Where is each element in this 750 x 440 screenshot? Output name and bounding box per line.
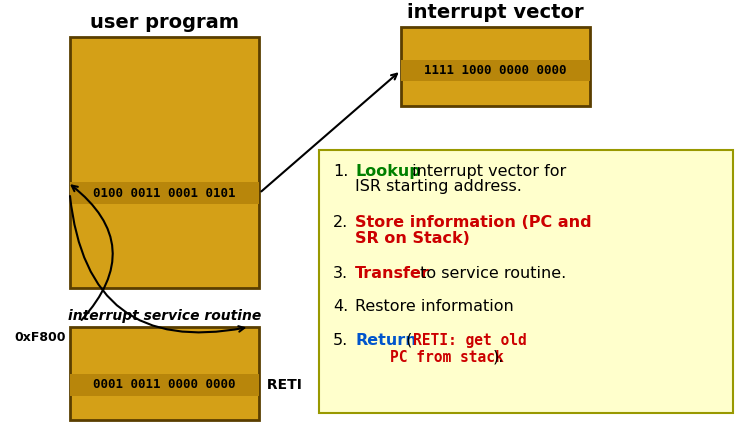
Bar bbox=[70, 374, 260, 396]
Text: 0001 0011 0000 0000: 0001 0011 0000 0000 bbox=[93, 378, 236, 392]
Text: Lookup: Lookup bbox=[355, 164, 421, 179]
Text: 4.: 4. bbox=[333, 300, 348, 315]
Text: interrupt vector: interrupt vector bbox=[407, 3, 584, 22]
Bar bbox=[319, 150, 733, 414]
Bar bbox=[70, 327, 260, 420]
Text: (: ( bbox=[401, 333, 412, 348]
Text: 0100 0011 0001 0101: 0100 0011 0001 0101 bbox=[93, 187, 236, 200]
Bar bbox=[401, 59, 590, 81]
Bar bbox=[401, 27, 590, 106]
Text: to service routine.: to service routine. bbox=[415, 266, 566, 281]
Text: 2.: 2. bbox=[333, 215, 348, 230]
Text: 1.: 1. bbox=[333, 164, 349, 179]
Text: interrupt vector for: interrupt vector for bbox=[406, 164, 566, 179]
Text: ).: ). bbox=[493, 349, 504, 365]
Text: Store information (PC and: Store information (PC and bbox=[355, 215, 592, 230]
Text: 1111 1000 0000 0000: 1111 1000 0000 0000 bbox=[424, 64, 567, 77]
Text: interrupt service routine: interrupt service routine bbox=[68, 309, 261, 323]
Text: 0xF800: 0xF800 bbox=[14, 331, 66, 344]
Text: user program: user program bbox=[90, 13, 239, 32]
Text: RETI: RETI bbox=[262, 378, 302, 392]
Bar bbox=[70, 37, 260, 288]
Bar bbox=[70, 183, 260, 204]
Text: 3.: 3. bbox=[333, 266, 348, 281]
Text: PC from stack: PC from stack bbox=[355, 349, 504, 365]
Text: ISR starting address.: ISR starting address. bbox=[355, 180, 522, 194]
Text: 5.: 5. bbox=[333, 333, 348, 348]
Text: Restore information: Restore information bbox=[355, 300, 514, 315]
Text: Transfer: Transfer bbox=[355, 266, 430, 281]
Text: SR on Stack): SR on Stack) bbox=[355, 231, 470, 246]
Text: Return: Return bbox=[355, 333, 417, 348]
Text: RETI: get old: RETI: get old bbox=[413, 333, 526, 348]
